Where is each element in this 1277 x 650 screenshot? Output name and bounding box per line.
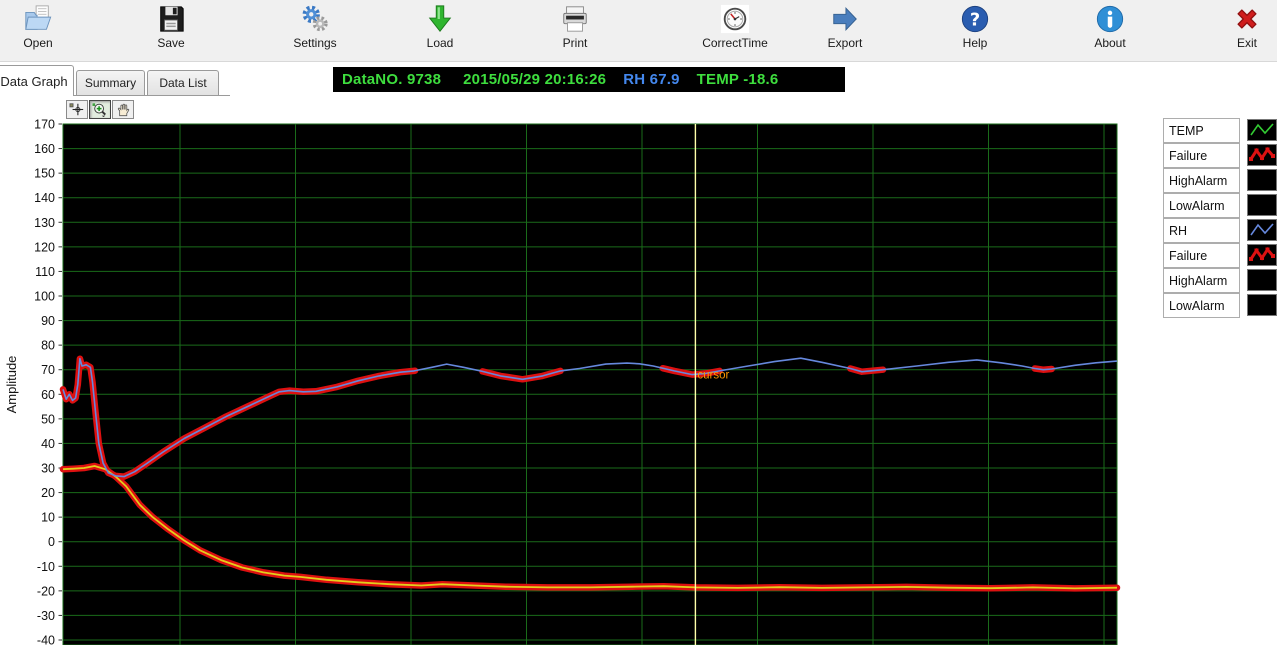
toolbar-item-label: Open (23, 36, 53, 50)
graph-palette (66, 100, 135, 119)
legend-swatch-4-blue-line[interactable] (1247, 219, 1277, 241)
toolbar-item-open[interactable]: Open (0, 4, 86, 50)
y-tick-label: -10 (37, 560, 55, 574)
tab-data-graph[interactable]: Data Graph (0, 65, 74, 96)
toolbar-item-label: Export (827, 36, 863, 50)
gears-icon (300, 4, 330, 34)
y-tick-label: 140 (34, 191, 55, 205)
y-tick-label: 10 (41, 511, 55, 525)
toolbar-item-save[interactable]: Save (123, 4, 219, 50)
tab-underline (0, 95, 230, 96)
y-tick-label: 110 (35, 265, 55, 279)
y-tick-label: 120 (34, 240, 55, 254)
y-tick-label: -30 (37, 609, 55, 623)
tab-summary[interactable]: Summary (76, 70, 145, 95)
status-segment-3: TEMP -18.6 (696, 71, 779, 88)
y-tick-label: 80 (41, 339, 55, 353)
zoom-tool-button[interactable] (89, 100, 111, 119)
legend-label-2-highalarm[interactable]: HighAlarm (1163, 168, 1240, 193)
toolbar-item-print[interactable]: Print (527, 4, 623, 50)
status-segment-0: DataNO. 9738 (342, 71, 442, 88)
svg-text:?: ? (970, 10, 980, 31)
y-tick-label: 70 (41, 363, 55, 377)
help-question-icon: ? (960, 4, 990, 34)
legend-label-7-lowalarm[interactable]: LowAlarm (1163, 293, 1240, 318)
cursor-crosshair-tool-button[interactable] (66, 100, 88, 119)
legend-label-4-rh[interactable]: RH (1163, 218, 1240, 243)
y-tick-label: 40 (41, 437, 55, 451)
legend-swatch-6-empty[interactable] (1247, 269, 1277, 291)
y-tick-label: 60 (41, 388, 55, 402)
status-segment-1: 2015/05/29 20:16:26 (463, 71, 607, 88)
y-tick-label: -20 (37, 584, 55, 598)
exit-cross-icon (1232, 4, 1262, 34)
series-line-rh (62, 357, 1118, 478)
series-line-temp (62, 465, 1118, 590)
toolbar-item-label: Save (157, 36, 185, 50)
download-arrow-icon (425, 4, 455, 34)
pan-hand-tool-button[interactable] (112, 100, 134, 119)
y-tick-label: 90 (41, 314, 55, 328)
printer-icon (560, 4, 590, 34)
toolbar-item-help[interactable]: ? Help (927, 4, 1023, 50)
open-folder-icon (23, 4, 53, 34)
legend-label-3-lowalarm[interactable]: LowAlarm (1163, 193, 1240, 218)
toolbar-item-correcttime[interactable]: CorrectTime (687, 4, 783, 50)
toolbar-item-label: Load (426, 36, 454, 50)
tab-data-list[interactable]: Data List (147, 70, 219, 95)
legend-label-1-failure[interactable]: Failure (1163, 143, 1240, 168)
toolbar-item-label: Help (962, 36, 988, 50)
toolbar-item-settings[interactable]: Settings (267, 4, 363, 50)
legend-swatch-1-red-thick-line[interactable] (1247, 144, 1277, 166)
data-graph-plot[interactable]: 1701601501401301201101009080706050403020… (0, 112, 1160, 648)
legend-label-6-highalarm[interactable]: HighAlarm (1163, 268, 1240, 293)
main-toolbar: Open Save Settings Load Print CorrectTime Expo… (0, 0, 1277, 62)
cursor-label[interactable]: cursor (697, 370, 729, 382)
status-bar: DataNO. 9738 2015/05/29 20:16:26 RH 67.9 TE… (333, 67, 845, 92)
toolbar-item-export[interactable]: Export (797, 4, 893, 50)
y-axis-title: Amplitude (4, 356, 19, 414)
legend-swatch-2-empty[interactable] (1247, 169, 1277, 191)
plot-background[interactable] (63, 124, 1117, 645)
data-graph-area[interactable]: 170 160 150 140 130 120 110 100 90 80 70 60 50 40 30 20… (0, 112, 1160, 648)
y-tick-label: 160 (34, 142, 55, 156)
status-segment-2: RH 67.9 (623, 71, 680, 88)
legend-swatch-5-red-thick-line[interactable] (1247, 244, 1277, 266)
y-tick-label: 20 (41, 486, 55, 500)
y-tick-label: 0 (48, 535, 55, 549)
toolbar-item-label: Exit (1236, 36, 1257, 50)
toolbar-item-exit[interactable]: Exit (1199, 4, 1277, 50)
toolbar-item-about[interactable]: About (1062, 4, 1158, 50)
legend-label-5-failure[interactable]: Failure (1163, 243, 1240, 268)
legend-swatch-0-green-line[interactable] (1247, 119, 1277, 141)
toolbar-item-label: CorrectTime (702, 36, 768, 50)
export-arrow-icon (830, 4, 860, 34)
toolbar-item-label: Settings (293, 36, 337, 50)
toolbar-item-label: About (1094, 36, 1126, 50)
clock-gauge-icon (720, 4, 750, 34)
save-floppy-icon (156, 4, 186, 34)
y-tick-label: 30 (41, 462, 55, 476)
toolbar-item-label: Print (562, 36, 588, 50)
y-tick-label: -40 (37, 634, 55, 646)
toolbar-item-load[interactable]: Load (392, 4, 488, 50)
y-tick-label: 100 (34, 290, 55, 304)
y-tick-label: 50 (41, 412, 55, 426)
legend-swatch-7-empty[interactable] (1247, 294, 1277, 316)
y-tick-label: 150 (34, 167, 55, 181)
about-info-icon (1095, 4, 1125, 34)
legend-swatch-3-empty[interactable] (1247, 194, 1277, 216)
y-tick-label: 130 (34, 216, 55, 230)
legend-label-0-temp[interactable]: TEMP (1163, 118, 1240, 143)
y-tick-label: 170 (34, 118, 55, 132)
